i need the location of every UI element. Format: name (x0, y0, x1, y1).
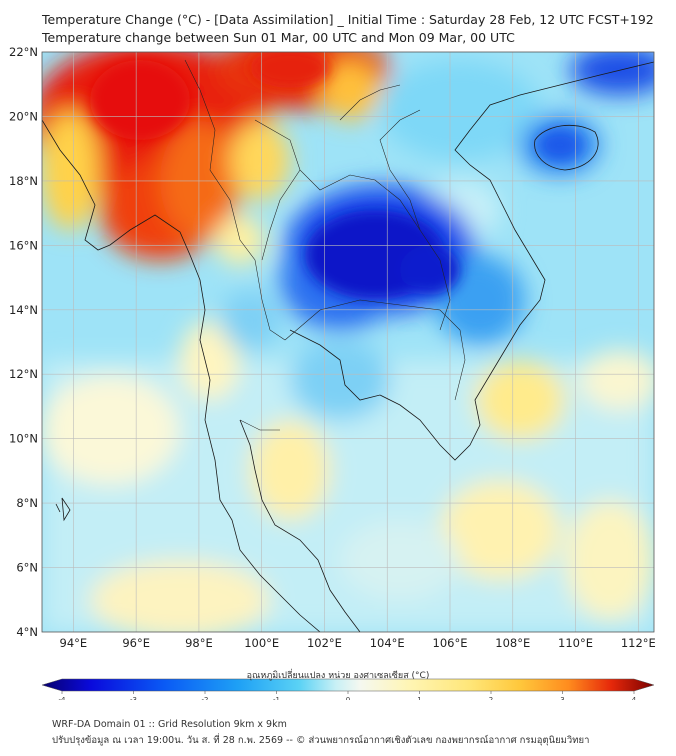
lat-tick-label: 16°N (9, 238, 38, 252)
lon-tick-label: 94°E (60, 636, 88, 650)
colorbar-tick-label: 2 (489, 696, 493, 700)
colorbar-tick-label: 1 (417, 696, 421, 700)
lat-tick-label: 8°N (16, 496, 38, 510)
lat-tick-label: 4°N (16, 625, 38, 639)
lon-tick-label: 96°E (122, 636, 150, 650)
country-borders (184, 59, 466, 431)
colorbar-tick-label: -4 (59, 696, 67, 700)
colorbar-tick-label: -2 (202, 696, 209, 700)
coastlines (42, 61, 654, 632)
lon-tick-label: 112°E (621, 636, 656, 650)
title-line-2: Temperature change between Sun 01 Mar, 0… (42, 30, 515, 45)
lat-tick-label: 6°N (16, 561, 38, 575)
temperature-change-map: 4°N 6°N 8°N 10°N 12°N 14°N 16°N 18°N 20°N 22°N 94… (9, 45, 656, 700)
lon-tick-label: 110°E (558, 636, 593, 650)
lat-tick-label: 18°N (9, 174, 38, 188)
lat-tick-label: 20°N (9, 109, 38, 123)
lon-tick-label: 106°E (433, 636, 468, 650)
lon-tick-label: 98°E (185, 636, 213, 650)
lon-tick-label: 108°E (495, 636, 530, 650)
gridlines (42, 52, 654, 632)
colorbar-tick-label: 0 (346, 696, 350, 700)
lat-tick-label: 14°N (9, 303, 38, 317)
lat-tick-label: 12°N (9, 367, 38, 381)
title-line-1: Temperature Change (°C) - [Data Assimila… (42, 12, 654, 27)
lat-tick-label: 10°N (9, 432, 38, 446)
lon-tick-label: 102°E (307, 636, 342, 650)
colorbar-ticks: -4 -3 -2 -1 0 1 2 3 4 (59, 691, 637, 700)
map-frame (41, 51, 655, 633)
colorbar-tick-label: 3 (560, 696, 564, 700)
colorbar-label: อุณหภูมิเปลี่ยนแปลง หน่วย องศาเซลเซียส (… (246, 671, 430, 681)
latitude-axis: 4°N 6°N 8°N 10°N 12°N 14°N 16°N 18°N 20°N 22°N (9, 45, 38, 639)
colorbar-tick-label: -3 (130, 696, 137, 700)
lat-tick-label: 22°N (9, 45, 38, 59)
colorbar-tick-label: 4 (632, 696, 637, 700)
temperature-field (42, 52, 654, 632)
colorbar-tick-label: -1 (273, 696, 280, 700)
lon-tick-label: 104°E (370, 636, 405, 650)
footer-model-info: WRF-DA Domain 01 :: Grid Resolution 9km … (52, 719, 287, 730)
footer-credit: ปรับปรุงข้อมูล ณ เวลา 19:00น. วัน ส. ที่… (52, 735, 590, 746)
longitude-axis: 94°E 96°E 98°E 100°E 102°E 104°E 106°E 108°E 110… (60, 636, 656, 650)
lon-tick-label: 100°E (244, 636, 279, 650)
